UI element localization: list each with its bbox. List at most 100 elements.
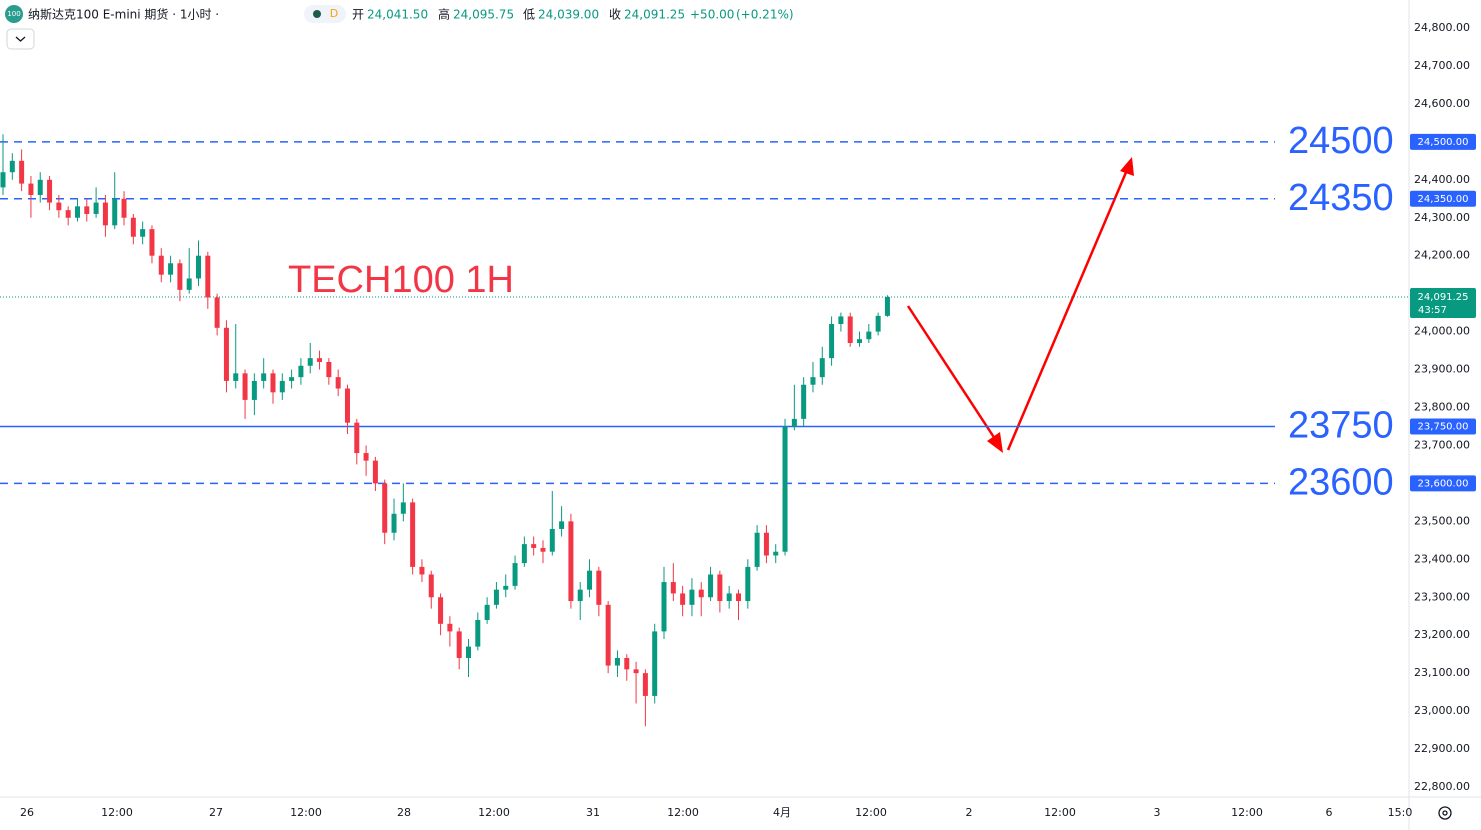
y-tick-label: 24,200.00: [1414, 249, 1470, 262]
annotation-text: TECH100 1H: [288, 259, 514, 301]
candle-body: [354, 422, 360, 454]
y-tick-label: 22,800.00: [1414, 780, 1470, 793]
x-tick-label: 12:00: [290, 806, 322, 819]
candle-body: [456, 631, 462, 658]
candle-body: [84, 206, 90, 214]
x-tick-label: 15:0: [1388, 806, 1413, 819]
candle-body: [261, 373, 267, 381]
candle-body: [205, 255, 211, 298]
candle-body: [754, 532, 760, 567]
level-price-text: 23,600.00: [1418, 478, 1469, 489]
symbol-logo-text: 100: [7, 10, 20, 18]
candle-body: [130, 217, 136, 237]
level-price-badge: [1410, 475, 1476, 492]
candle-body: [466, 646, 471, 658]
candle-body: [419, 566, 425, 575]
status-dot: [313, 10, 321, 18]
low-value: 24,039.00: [538, 8, 599, 22]
x-tick-label: 12:00: [478, 806, 510, 819]
candle-body: [652, 631, 658, 696]
y-tick-label: 24,300.00: [1414, 211, 1470, 224]
high-value: 24,095.75: [453, 8, 514, 22]
y-tick-label: 23,000.00: [1414, 704, 1470, 717]
candle-body: [326, 361, 332, 378]
close-label: 收: [609, 8, 621, 22]
forecast-arrows: [906, 157, 1134, 453]
candle-body: [866, 331, 872, 340]
y-tick-label: 23,100.00: [1414, 666, 1470, 679]
x-tick-label: 3: [1154, 806, 1161, 819]
candle-body: [847, 316, 853, 343]
candle-body: [503, 585, 509, 590]
x-tick-label: 2: [966, 806, 973, 819]
candle-body: [177, 263, 183, 290]
candle-body: [270, 373, 276, 393]
candle-body: [335, 377, 341, 389]
y-tick-label: 23,500.00: [1414, 514, 1470, 527]
settings-icon-core: [1442, 810, 1448, 816]
y-tick-label: 24,600.00: [1414, 97, 1470, 110]
candle-body: [624, 657, 630, 670]
close-value: 24,091.25: [624, 8, 685, 22]
y-tick-label: 23,400.00: [1414, 552, 1470, 565]
candle-body: [642, 673, 648, 696]
candle-body: [149, 229, 155, 256]
x-tick-label: 12:00: [1231, 806, 1263, 819]
level-price-text: 24,500.00: [1418, 137, 1469, 148]
candle-body: [279, 380, 285, 393]
candles: [0, 134, 890, 727]
y-tick-label: 24,700.00: [1414, 59, 1470, 72]
change-value: +50.00: [690, 8, 734, 22]
level-label: 24350: [1288, 177, 1394, 219]
candle-body: [289, 377, 295, 381]
candle-body: [363, 453, 369, 461]
candle-body: [484, 604, 490, 621]
candle-body: [614, 657, 620, 666]
x-tick-label: 12:00: [101, 806, 133, 819]
candle-body: [447, 623, 453, 632]
candle-body: [0, 172, 6, 188]
candle-body: [19, 160, 25, 184]
symbol-title[interactable]: 纳斯达克100 E-mini 期货 · 1小时 ·: [28, 7, 219, 22]
high-label: 高: [438, 7, 450, 22]
candle-body: [317, 358, 323, 362]
candle-body: [112, 198, 118, 226]
candle-body: [391, 513, 397, 533]
candle-body: [540, 547, 546, 552]
candle-body: [186, 278, 192, 290]
open-value: 24,041.50: [367, 8, 428, 22]
candle-body: [531, 544, 537, 548]
x-tick-label: 26: [20, 806, 34, 819]
candle-body: [74, 206, 80, 218]
candle-body: [791, 418, 797, 427]
y-tick-label: 24,800.00: [1414, 21, 1470, 34]
candle-body: [745, 566, 751, 602]
low-label: 低: [523, 8, 535, 22]
level-label: 24500: [1288, 120, 1394, 162]
candle-body: [782, 426, 788, 552]
open-label: 开: [352, 8, 364, 22]
candle-body: [708, 574, 714, 598]
countdown-text: 43:57: [1418, 305, 1447, 316]
candle-body: [493, 589, 499, 605]
candle-body: [28, 183, 34, 195]
candle-body: [763, 532, 769, 556]
candle-body: [9, 160, 15, 173]
candle-body: [168, 263, 174, 275]
candle-body: [410, 502, 416, 567]
status-pill: [304, 5, 346, 23]
x-tick-label: 6: [1326, 806, 1333, 819]
candle-body: [819, 358, 825, 378]
candle-body: [242, 373, 248, 400]
candle-body: [298, 365, 304, 378]
y-tick-label: 23,900.00: [1414, 363, 1470, 376]
x-tick-label: 12:00: [667, 806, 699, 819]
collapse-button[interactable]: [6, 28, 35, 50]
settings-icon[interactable]: [1438, 806, 1452, 820]
candle-body: [549, 528, 555, 552]
y-tick-label: 22,900.00: [1414, 742, 1470, 755]
candle-body: [568, 521, 574, 602]
candle-body: [140, 229, 146, 237]
candle-body: [93, 202, 99, 214]
level-label: 23750: [1288, 405, 1394, 447]
